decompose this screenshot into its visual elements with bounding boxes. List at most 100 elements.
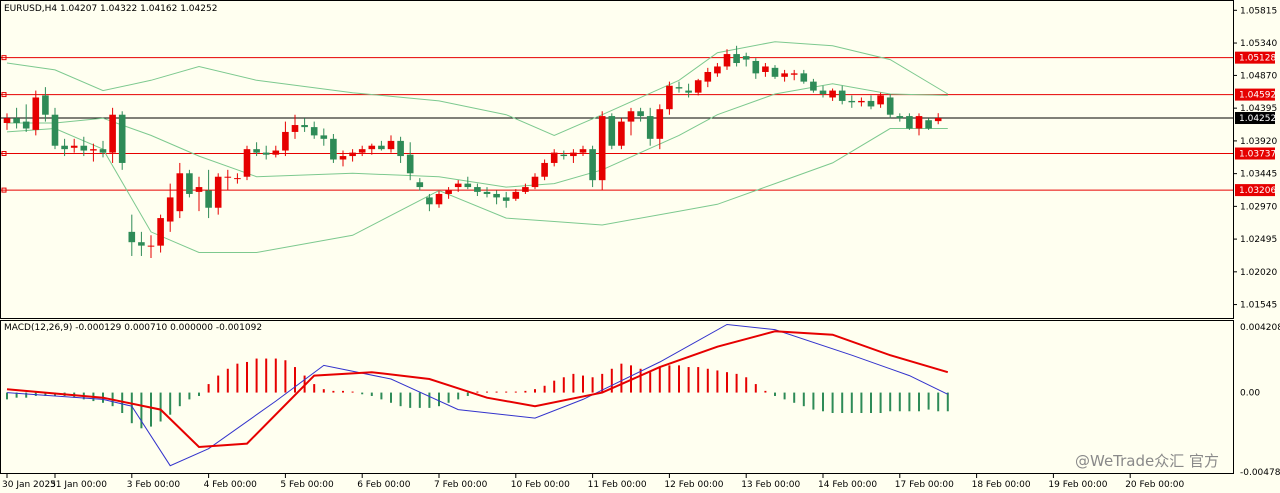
candle[interactable] — [474, 183, 481, 197]
candle[interactable] — [522, 183, 529, 194]
candle[interactable] — [627, 107, 635, 136]
candle[interactable] — [762, 63, 769, 77]
candle[interactable] — [339, 150, 347, 167]
candle[interactable] — [925, 118, 932, 130]
candle[interactable] — [397, 136, 404, 163]
candle[interactable] — [128, 214, 136, 256]
candle[interactable] — [550, 149, 558, 167]
macd-panel[interactable] — [0, 320, 1234, 474]
candle[interactable] — [752, 58, 760, 79]
candle[interactable] — [99, 140, 107, 158]
candle[interactable] — [301, 118, 308, 132]
candle[interactable] — [618, 118, 625, 150]
candle[interactable] — [186, 169, 193, 198]
candle[interactable] — [608, 113, 616, 150]
candle[interactable] — [646, 107, 654, 146]
level-handle[interactable] — [1, 151, 7, 157]
candle[interactable] — [512, 189, 520, 201]
candle[interactable] — [234, 173, 241, 184]
candle[interactable] — [224, 169, 232, 191]
candle[interactable] — [214, 173, 222, 215]
candle[interactable] — [723, 49, 731, 70]
candle[interactable] — [877, 92, 884, 108]
candle[interactable] — [800, 69, 808, 84]
candle[interactable] — [810, 78, 817, 93]
candle[interactable] — [368, 143, 376, 155]
candle[interactable] — [3, 113, 11, 130]
candle[interactable] — [570, 149, 577, 163]
candle[interactable] — [13, 107, 20, 129]
candle[interactable] — [829, 88, 836, 101]
candle[interactable] — [454, 180, 462, 192]
candle[interactable] — [310, 121, 318, 139]
candle[interactable] — [80, 136, 88, 157]
candle[interactable] — [205, 169, 212, 219]
candle[interactable] — [320, 128, 328, 146]
candle[interactable] — [445, 187, 452, 199]
candle[interactable] — [771, 65, 779, 79]
candle[interactable] — [243, 145, 251, 181]
candle[interactable] — [886, 94, 894, 119]
candle[interactable] — [349, 149, 356, 162]
candle[interactable] — [387, 135, 395, 153]
candle[interactable] — [704, 67, 712, 88]
candle[interactable] — [694, 78, 702, 96]
candle[interactable] — [195, 176, 203, 212]
candle[interactable] — [733, 45, 740, 67]
price-panel[interactable] — [0, 0, 1234, 319]
candle[interactable] — [378, 140, 385, 151]
level-handle[interactable] — [1, 187, 7, 193]
candle[interactable] — [253, 142, 260, 157]
candle[interactable] — [934, 113, 942, 125]
candle[interactable] — [867, 95, 875, 110]
candle[interactable] — [906, 113, 913, 130]
candle[interactable] — [560, 150, 568, 160]
candle[interactable] — [51, 107, 59, 150]
candle[interactable] — [282, 121, 289, 157]
candle[interactable] — [714, 63, 721, 77]
candle[interactable] — [579, 145, 587, 157]
candle[interactable] — [483, 187, 491, 198]
candle[interactable] — [656, 104, 664, 150]
candle[interactable] — [598, 111, 606, 191]
candle[interactable] — [90, 143, 97, 162]
candle[interactable] — [742, 52, 750, 67]
candle[interactable] — [464, 176, 472, 190]
candle[interactable] — [32, 90, 40, 136]
candle[interactable] — [166, 183, 174, 232]
candle[interactable] — [358, 145, 366, 157]
candle[interactable] — [262, 145, 270, 160]
candle[interactable] — [781, 69, 788, 82]
candle[interactable] — [819, 85, 827, 98]
candle[interactable] — [416, 178, 424, 191]
candle[interactable] — [118, 111, 126, 170]
candle[interactable] — [502, 191, 510, 208]
candle[interactable] — [541, 159, 548, 181]
candle[interactable] — [147, 235, 155, 259]
candle[interactable] — [531, 173, 539, 190]
candle[interactable] — [848, 95, 856, 108]
candle[interactable] — [790, 69, 798, 81]
candle[interactable] — [838, 85, 846, 105]
candle[interactable] — [61, 138, 68, 157]
candle[interactable] — [666, 81, 673, 115]
candle[interactable] — [272, 145, 280, 158]
candle[interactable] — [176, 162, 184, 219]
candle[interactable] — [22, 104, 30, 132]
candle[interactable] — [406, 142, 414, 181]
candle[interactable] — [42, 87, 49, 122]
level-handle[interactable] — [1, 92, 7, 98]
candle[interactable] — [426, 193, 433, 212]
candle[interactable] — [70, 138, 78, 153]
candle[interactable] — [915, 113, 923, 136]
candle[interactable] — [435, 190, 443, 208]
candle[interactable] — [493, 190, 500, 205]
candle[interactable] — [637, 107, 644, 122]
candle[interactable] — [157, 214, 164, 253]
candle[interactable] — [685, 83, 692, 98]
candle[interactable] — [138, 231, 145, 256]
candle[interactable] — [109, 107, 116, 163]
candle[interactable] — [675, 81, 683, 93]
level-handle[interactable] — [1, 55, 7, 61]
candle[interactable] — [589, 145, 596, 188]
